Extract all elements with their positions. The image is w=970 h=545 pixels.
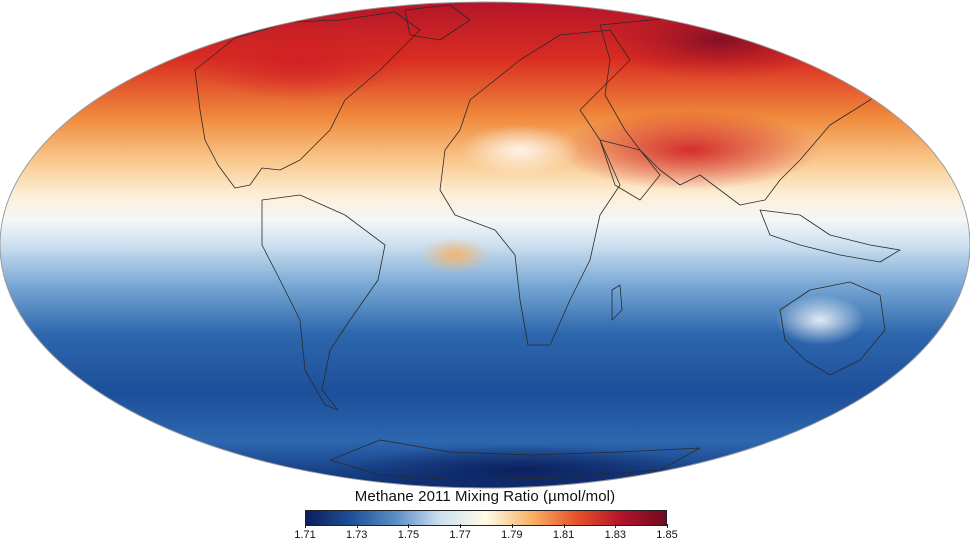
colorbar-tick-label: 1.73	[345, 529, 368, 541]
colorbar-tick-mark	[305, 524, 306, 528]
atlantic-orange-region	[420, 237, 490, 273]
legend: Methane 2011 Mixing Ratio (µmol/mol) 1.7…	[0, 486, 970, 545]
colorbar-tick-mark	[563, 524, 565, 528]
colorbar	[305, 510, 667, 526]
colorbar-tick-label: 1.71	[294, 529, 316, 541]
madagascar-outline	[611, 284, 623, 321]
colorbar-tick-label: 1.85	[656, 529, 678, 541]
colorbar-tick-mark	[615, 524, 617, 528]
colorbar-tick-label: 1.79	[501, 529, 523, 541]
south-america-outline	[261, 194, 386, 411]
southeast-asia-islands-outline	[759, 209, 901, 263]
north-america-high-region	[190, 20, 410, 100]
north-america-outline	[194, 11, 421, 189]
asia-high-region	[560, 110, 820, 190]
methane-map	[0, 1, 970, 489]
greenland-outline	[404, 4, 471, 41]
methane-field	[0, 2, 970, 488]
mollweide-map-svg	[0, 1, 970, 489]
latitude-gradient-layer	[0, 2, 970, 488]
siberia-high-region	[600, 2, 840, 80]
sahara-low-region	[460, 125, 580, 175]
colorbar-tick-label: 1.83	[604, 529, 626, 541]
australia-light-region	[775, 295, 865, 345]
coastlines	[194, 4, 901, 481]
colorbar-tick-label: 1.81	[552, 529, 575, 541]
colorbar-tick-label: 1.75	[397, 529, 420, 541]
colorbar-tick-mark	[356, 524, 358, 528]
arabia-outline	[599, 139, 661, 201]
colorbar-tick-mark	[460, 524, 462, 528]
colorbar-tick-mark	[408, 524, 410, 528]
globe-outline	[0, 1, 970, 489]
colorbar-tick-mark	[511, 524, 513, 528]
australia-outline	[779, 281, 886, 376]
antarctica-outline	[329, 439, 701, 481]
colorbar-tick-mark	[667, 524, 668, 528]
colorbar-tick-label: 1.77	[449, 529, 471, 541]
legend-title: Methane 2011 Mixing Ratio (µmol/mol)	[354, 488, 616, 505]
europe-africa-outline	[439, 29, 631, 346]
colorbar-ticks: 1.71 1.73 1.75 1.77 1.79 1.81 1.83 1.85	[294, 524, 678, 544]
